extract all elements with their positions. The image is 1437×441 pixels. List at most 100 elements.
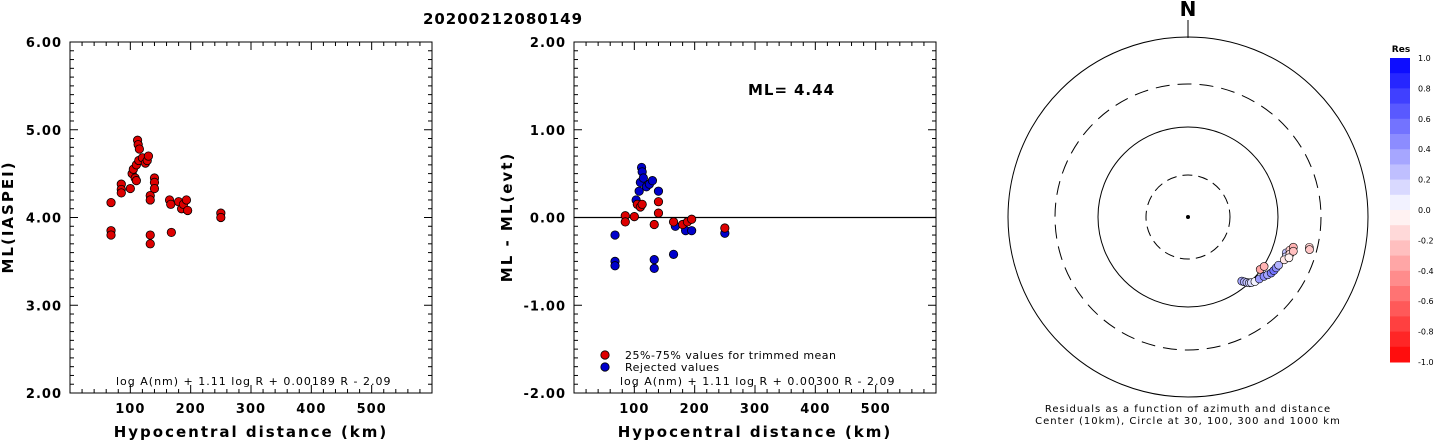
colorbar-cell: [1390, 286, 1410, 302]
ml-point: [181, 195, 192, 205]
rejected-point: [634, 186, 644, 196]
trimmed-point: [653, 208, 664, 218]
colorbar-cell: [1390, 73, 1410, 89]
ml-point: [149, 183, 160, 194]
colorbar-cell: [1390, 225, 1410, 241]
x-tick-label: 100: [619, 402, 649, 417]
colorbar-cell: [1390, 149, 1410, 165]
legend-label-rejected: Rejected values: [625, 361, 720, 374]
legend-marker-trimmed: [600, 350, 610, 360]
colorbar-tick-label: 0.2: [1418, 176, 1431, 185]
ml-point: [183, 205, 193, 216]
ring-1000km: [1007, 36, 1369, 398]
legend-label-trimmed: 25%-75% values for trimmed mean: [625, 349, 837, 362]
panel2-points: [610, 162, 730, 273]
x-tick-label: 400: [800, 402, 830, 417]
panel1-formula: log A(nm) + 1.11 log R + 0.00189 R - 2.0…: [116, 375, 391, 388]
ml-point: [145, 239, 155, 249]
trimmed-point: [629, 212, 639, 222]
y-tick-label: 3.00: [26, 299, 62, 314]
ml-value: 4.44: [794, 81, 835, 99]
colorbar-cell: [1390, 346, 1410, 363]
colorbar-tick-label: -0.6: [1418, 297, 1434, 306]
north-label: N: [1180, 0, 1197, 21]
y-tick-label: 4.00: [26, 212, 62, 227]
trimmed-point: [620, 217, 630, 227]
ring-300km: [1054, 83, 1322, 351]
rejected-point: [610, 230, 620, 240]
colorbar-tick-label: 0.4: [1418, 145, 1431, 154]
rejected-point: [647, 176, 658, 186]
ring-30km: [1145, 174, 1231, 260]
x-tick-label: 500: [861, 402, 891, 417]
colorbar-cell: [1390, 58, 1410, 74]
panel1-points: [106, 135, 226, 249]
rejected-point: [649, 255, 659, 265]
panel1-ylabel: ML(IASPEI): [0, 160, 17, 273]
colorbar-ticks: 1.0 0.8 0.6 0.4 0.2 0.0 -0.2 -0.4 -0.6 -0.8 -1.0: [1418, 54, 1434, 367]
y-tick-label: -1.00: [524, 299, 566, 314]
colorbar-tick-label: -1.0: [1418, 358, 1434, 367]
colorbar-tick-label: -0.8: [1418, 328, 1434, 337]
ml-point: [134, 144, 144, 154]
x-tick-label: 100: [115, 402, 145, 417]
ml-point: [166, 199, 176, 209]
panel1-xlabel: Hypocentral distance (km): [114, 423, 389, 441]
colorbar-cell: [1390, 194, 1410, 211]
ml-label: ML=: [748, 81, 788, 99]
ml-point: [116, 188, 126, 198]
x-tick-label: 300: [740, 402, 770, 417]
rejected-point: [610, 261, 620, 271]
ml-point: [106, 230, 116, 240]
panel-ml-iaspei: 100 200 300 400 500 2.00 3.00 4.00 5.00 6.00 log …: [0, 36, 433, 441]
colorbar-cell: [1390, 118, 1410, 135]
ml-point: [106, 197, 116, 208]
x-tick-label: 200: [680, 402, 710, 417]
y-tick-label: -2.00: [524, 387, 566, 402]
y-tick-label: 2.00: [26, 387, 62, 402]
trimmed-point: [720, 223, 730, 233]
colorbar-cell: [1390, 88, 1410, 105]
colorbar-cells: [1390, 58, 1410, 363]
colorbar-cell: [1390, 240, 1410, 257]
colorbar-tick-label: -0.4: [1418, 267, 1434, 276]
colorbar-cell: [1390, 134, 1410, 150]
colorbar-tick-label: 1.0: [1418, 54, 1431, 63]
azimuth-points: [1237, 242, 1314, 288]
ml-point: [216, 212, 226, 223]
panel2-ylabel: ML - ML(evt): [498, 152, 516, 282]
azimuth-caption-2: Center (10km), Circle at 30, 100, 300 an…: [1035, 416, 1341, 427]
trimmed-point: [687, 214, 697, 224]
x-tick-label: 400: [296, 402, 326, 417]
colorbar-cell: [1390, 179, 1410, 196]
ml-point: [145, 230, 155, 240]
azimuth-point: [1305, 245, 1314, 254]
event-title: 20200212080149: [423, 10, 583, 28]
panel2-xlabel: Hypocentral distance (km): [618, 423, 893, 441]
ml-point: [143, 151, 154, 161]
panel2-ticks: 100 200 300 400 500 -2.00 -1.00 0.00 1.00 2.00: [524, 36, 936, 417]
trimmed-point: [637, 199, 647, 209]
y-tick-label: 0.00: [530, 212, 566, 227]
ml-point: [145, 195, 155, 205]
rejected-point: [653, 186, 664, 196]
panel2-formula: log A(nm) + 1.11 log R + 0.00300 R - 2.0…: [620, 375, 895, 388]
rejected-point: [668, 249, 679, 259]
colorbar-tick-label: 0.8: [1418, 84, 1431, 93]
y-tick-label: 1.00: [530, 124, 566, 139]
colorbar-title: Res: [1392, 45, 1410, 55]
trimmed-point: [668, 217, 679, 227]
legend-marker-rejected: [600, 362, 610, 372]
colorbar-cell: [1390, 164, 1410, 181]
rejected-point: [638, 173, 648, 183]
x-tick-label: 500: [357, 402, 387, 417]
ml-point: [125, 183, 135, 194]
x-tick-label: 200: [176, 402, 206, 417]
ml-point: [166, 227, 176, 238]
residual-colorbar: Res 1.0 0.8 0.6 0.4 0.2 0.0 -0.2 -0.4 -0.6 -0.8 -1…: [1390, 45, 1434, 367]
y-tick-label: 2.00: [530, 36, 566, 51]
azimuth-point: [1274, 260, 1283, 270]
colorbar-cell: [1390, 210, 1410, 226]
colorbar-cell: [1390, 255, 1410, 272]
